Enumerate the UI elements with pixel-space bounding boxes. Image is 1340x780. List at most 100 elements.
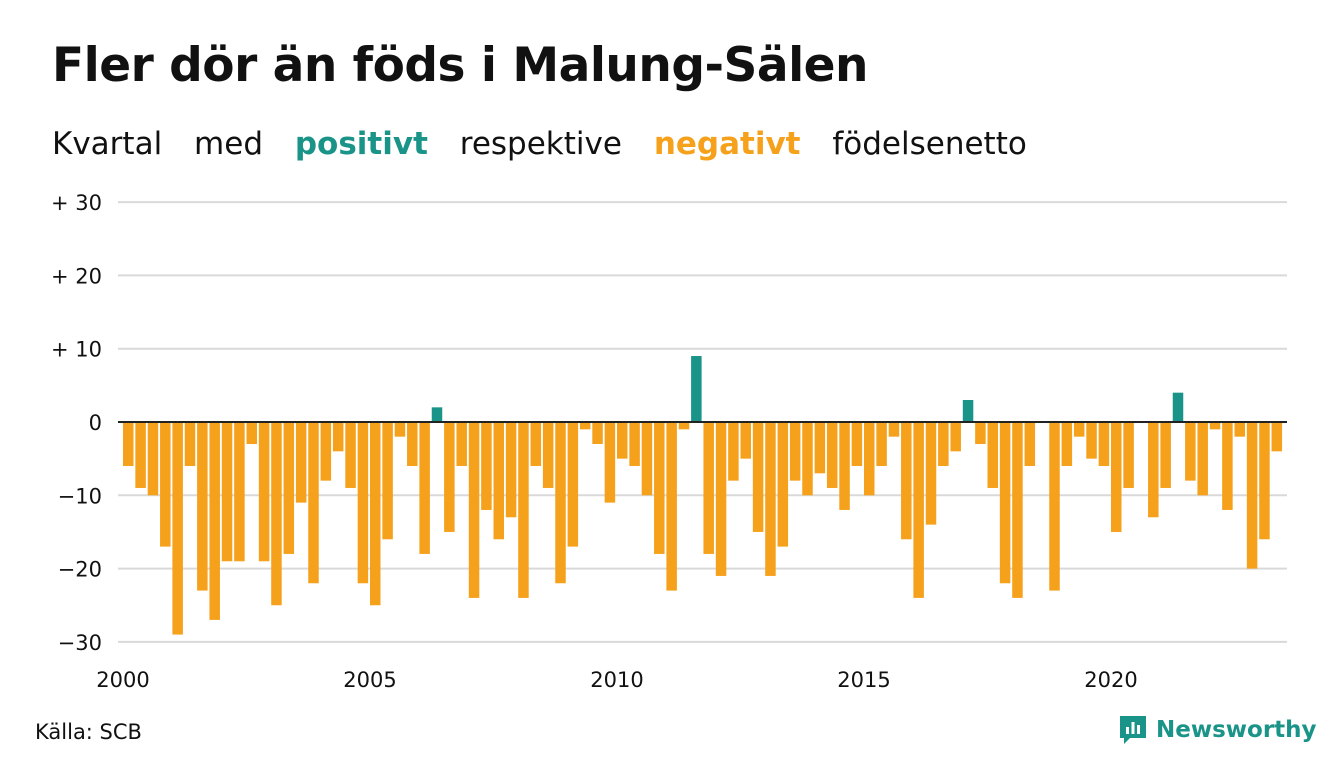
bar	[419, 422, 430, 554]
chart-title: Fler dör än föds i Malung-Sälen	[52, 38, 869, 93]
bar	[1234, 422, 1245, 437]
y-tick-label: −20	[58, 558, 102, 582]
bar	[407, 422, 418, 466]
bar	[1073, 422, 1085, 437]
bar	[975, 422, 986, 444]
bar	[617, 422, 628, 459]
bar	[320, 422, 332, 481]
bar	[641, 422, 653, 496]
bar	[209, 422, 220, 620]
y-tick-label: + 30	[51, 191, 102, 215]
bar	[1222, 422, 1233, 510]
bar	[246, 422, 257, 444]
bar	[579, 422, 591, 430]
bar	[913, 422, 924, 598]
bar	[666, 422, 677, 591]
bar	[1123, 422, 1134, 488]
y-tick-label: + 10	[51, 338, 102, 362]
bar	[888, 422, 900, 437]
bar	[518, 422, 529, 598]
bar	[999, 422, 1011, 584]
bar	[1061, 422, 1073, 466]
bar	[271, 422, 282, 606]
bar	[1012, 422, 1023, 598]
bar	[493, 422, 504, 540]
bar	[1209, 422, 1221, 430]
bar	[481, 422, 492, 510]
bar	[1086, 422, 1097, 459]
bar	[901, 422, 912, 540]
newsworthy-logo-icon	[1120, 716, 1146, 744]
bar	[555, 422, 566, 584]
y-tick-label: 0	[89, 411, 102, 435]
chart-subtitle: Kvartal med positivt respektive negativt…	[52, 126, 1049, 162]
subtitle-word: respektive	[459, 126, 622, 162]
subtitle-word: med	[194, 126, 263, 162]
bar	[1049, 422, 1060, 591]
bar	[147, 422, 159, 496]
bar	[1197, 422, 1208, 496]
bar	[839, 422, 850, 510]
subtitle-positive-label: positivt	[294, 126, 428, 162]
bar	[1185, 422, 1196, 481]
bar	[308, 422, 319, 584]
bar	[1098, 422, 1110, 466]
bar	[1259, 422, 1270, 540]
bar	[370, 422, 381, 606]
brand-logo: Newsworthy	[1118, 714, 1317, 746]
bar	[172, 422, 183, 635]
bar	[691, 356, 702, 422]
bar	[592, 422, 603, 444]
x-tick-label: 2005	[343, 668, 396, 692]
y-tick-label: −10	[58, 484, 102, 508]
bar	[802, 422, 813, 496]
bar	[851, 422, 863, 466]
x-tick-label: 2020	[1084, 668, 1137, 692]
bar	[444, 422, 455, 532]
subtitle-word: födelsenetto	[832, 126, 1027, 162]
bar	[258, 422, 270, 562]
brand-name: Newsworthy	[1156, 717, 1317, 743]
bar	[295, 422, 307, 503]
bar	[234, 422, 245, 562]
bar	[567, 422, 579, 547]
bar-chart: + 30+ 20+ 100−10−20−30 2000 2005 2010 2015 2…	[51, 191, 1287, 692]
bar	[925, 422, 937, 525]
bar	[864, 422, 875, 496]
bar	[1148, 422, 1159, 518]
bar	[1111, 422, 1122, 532]
bar	[938, 422, 949, 466]
bars	[123, 356, 1283, 635]
y-axis: + 30 + 20 + 10 0 −10 −20 −30	[51, 191, 102, 655]
bar	[814, 422, 826, 474]
bar	[221, 422, 233, 562]
bar	[135, 422, 146, 488]
x-tick-label: 2000	[96, 668, 149, 692]
bar	[1160, 422, 1171, 488]
bar	[394, 422, 406, 437]
bar	[777, 422, 789, 547]
bar	[160, 422, 171, 547]
source-note: Källa: SCB	[35, 720, 142, 744]
bar	[431, 407, 443, 422]
bar	[468, 422, 480, 598]
bar	[876, 422, 887, 466]
bar	[357, 422, 369, 584]
bar	[530, 422, 542, 466]
bar	[728, 422, 739, 481]
subtitle-word: Kvartal	[52, 126, 163, 162]
bar	[123, 422, 134, 466]
bar	[752, 422, 764, 532]
x-tick-label: 2015	[837, 668, 890, 692]
bar	[283, 422, 295, 554]
bar	[345, 422, 356, 488]
bar	[542, 422, 554, 488]
subtitle-negative-label: negativt	[653, 126, 801, 162]
bar	[184, 422, 196, 466]
bar	[1024, 422, 1036, 466]
y-tick-label: + 20	[51, 264, 102, 288]
bar	[789, 422, 801, 481]
bar	[703, 422, 714, 554]
bar	[740, 422, 751, 459]
bar	[654, 422, 665, 554]
